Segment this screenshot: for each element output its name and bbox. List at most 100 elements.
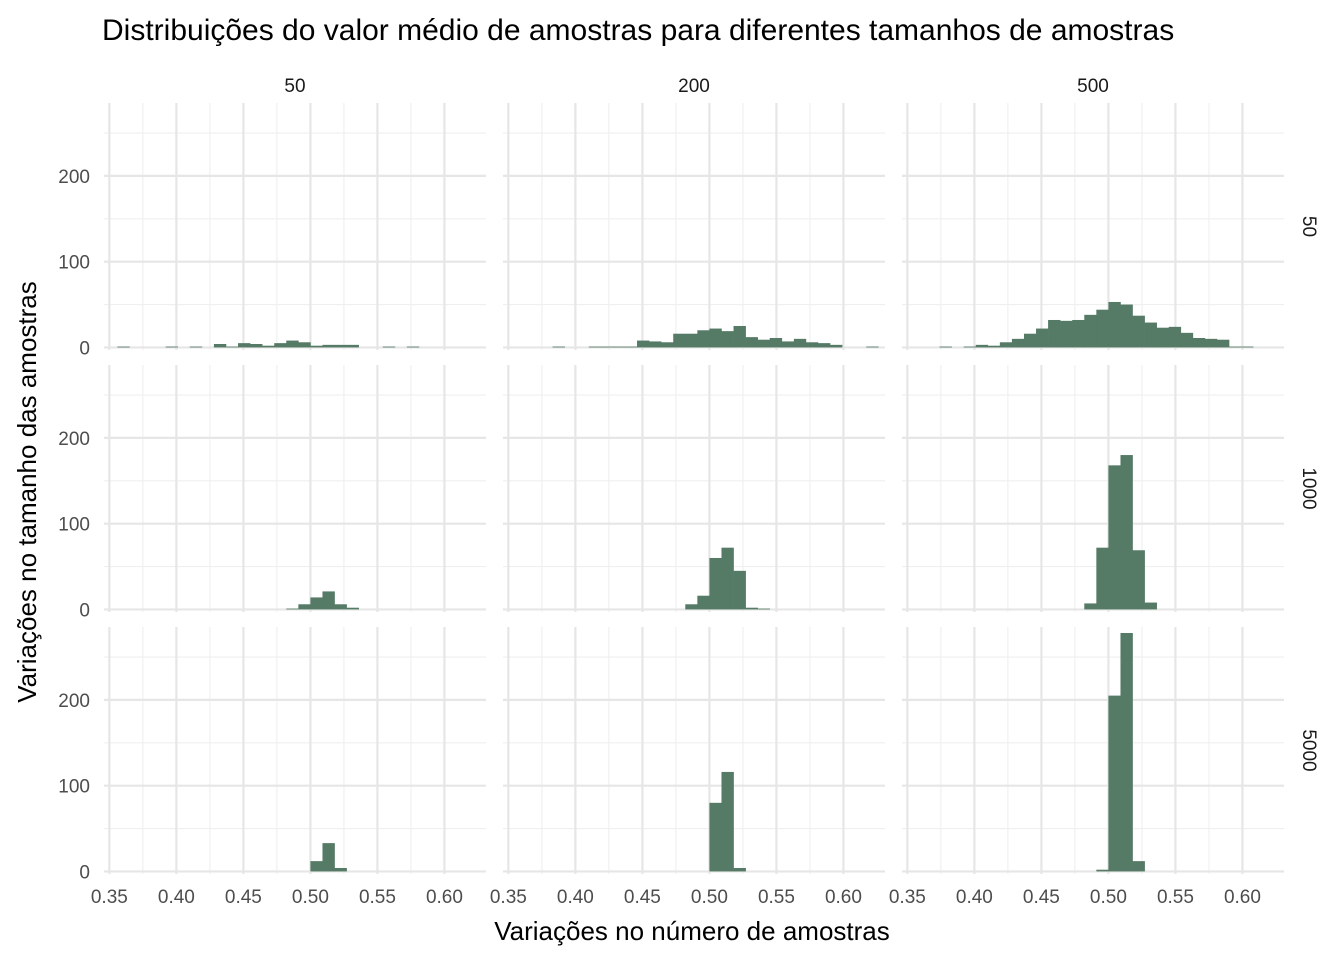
- x-tick-label: 0.45: [225, 887, 262, 908]
- facet-panel: 200: [503, 76, 885, 350]
- histogram-bar: [1096, 869, 1109, 872]
- histogram-bar: [213, 343, 227, 348]
- histogram-bar: [346, 344, 359, 348]
- x-tick-label: 0.55: [758, 887, 795, 908]
- y-axis-title: Variações no tamanho das amostras: [12, 281, 42, 703]
- histogram-bar: [624, 346, 638, 348]
- histogram-bar: [334, 604, 347, 610]
- histogram-bar: [117, 346, 130, 348]
- histogram-bar: [987, 345, 1001, 348]
- histogram-bar: [745, 607, 758, 610]
- histogram-bar: [805, 342, 819, 348]
- histogram-bar: [322, 344, 335, 348]
- histogram-bar: [673, 333, 686, 348]
- histogram-bar: [1096, 309, 1109, 348]
- histogram-bar: [733, 325, 746, 348]
- histogram-bar: [334, 344, 347, 348]
- histogram-bar: [975, 344, 989, 348]
- histogram-bar: [1192, 337, 1206, 348]
- histogram-bar: [274, 343, 287, 348]
- histogram-bar: [1144, 602, 1157, 610]
- facet-panel: 0.35 0.40 0.45 0.50 0.55 0.60 5000: [889, 627, 1319, 908]
- y-tick-label: 200: [58, 691, 90, 712]
- histogram-bar: [1084, 603, 1097, 610]
- histogram-bar: [1120, 304, 1133, 348]
- x-axis-title: Variações no número de amostras: [494, 916, 890, 946]
- y-tick-label: 100: [58, 777, 90, 798]
- y-tick-label: 100: [58, 515, 90, 536]
- histogram-bar: [250, 343, 263, 348]
- facet-panel: 0.35 0.40 0.45 0.50 0.55 0.60: [490, 627, 885, 908]
- x-tick-label: 0.40: [956, 887, 993, 908]
- histogram-bar: [382, 346, 396, 348]
- histogram-bar: [939, 346, 952, 348]
- y-tick-label: 0: [79, 862, 90, 883]
- x-tick-label: 0.40: [158, 887, 195, 908]
- histogram-bar: [793, 338, 807, 348]
- histogram-bar: [1132, 315, 1145, 348]
- column-strip-label: 50: [284, 76, 305, 97]
- histogram-bar: [310, 345, 323, 348]
- x-tick-label: 0.50: [292, 887, 329, 908]
- histogram-bar: [999, 342, 1013, 348]
- histogram-bar: [745, 337, 758, 348]
- facet-panel: [503, 365, 885, 612]
- histogram-bar: [1168, 326, 1182, 348]
- histogram-bar: [1120, 455, 1133, 610]
- histogram-bar: [1216, 339, 1230, 348]
- histogram-bar: [322, 591, 335, 610]
- histogram-bar: [286, 608, 299, 610]
- histogram-bar: [733, 867, 746, 872]
- column-strip-label: 200: [678, 76, 710, 97]
- y-tick-label: 200: [58, 167, 90, 188]
- x-tick-label: 0.55: [1157, 887, 1194, 908]
- histogram-bar: [1048, 319, 1061, 348]
- histogram-bar: [709, 802, 722, 872]
- x-tick-label: 0.60: [825, 887, 862, 908]
- histogram-bar: [286, 340, 299, 348]
- histogram-bar: [1072, 319, 1085, 348]
- x-tick-label: 0.55: [359, 887, 396, 908]
- histogram-bar: [612, 346, 626, 348]
- histogram-bar: [334, 867, 347, 872]
- y-tick-label: 0: [79, 338, 90, 359]
- x-tick-label: 0.35: [889, 887, 926, 908]
- facet-panel: 1000: [902, 365, 1319, 612]
- histogram-bar: [830, 344, 843, 348]
- histogram-bar: [588, 346, 602, 348]
- histogram-bar: [1132, 861, 1145, 872]
- histogram-bar: [189, 346, 203, 348]
- histogram-bar: [238, 343, 251, 348]
- histogram-bar: [721, 331, 734, 348]
- chart-title: Distribuições do valor médio de amostras…: [102, 14, 1174, 47]
- histogram-bar: [310, 597, 323, 610]
- histogram-bar: [346, 607, 359, 610]
- histogram-bar: [1229, 346, 1242, 348]
- histogram-bar: [709, 328, 722, 348]
- histogram-bar: [298, 604, 311, 610]
- histogram-bar: [406, 346, 420, 348]
- histogram-bar: [757, 339, 771, 348]
- histogram-bar: [1156, 327, 1170, 348]
- x-tick-label: 0.50: [691, 887, 728, 908]
- histogram-bar: [225, 346, 239, 348]
- histogram-bar: [1060, 320, 1073, 348]
- histogram-bar: [649, 341, 662, 348]
- histogram-bar: [709, 557, 722, 610]
- histogram-bar: [298, 342, 311, 348]
- histogram-bar: [262, 345, 275, 348]
- histogram-bar: [1084, 314, 1097, 348]
- histogram-bar: [697, 330, 710, 348]
- histogram-bar: [781, 341, 795, 348]
- facet-panel: 0 100 200 50: [58, 76, 486, 359]
- histogram-bar: [661, 342, 674, 348]
- facet-panel: 0 100 200: [58, 365, 486, 621]
- y-tick-label: 200: [58, 429, 90, 450]
- histogram-bar: [757, 608, 771, 610]
- histogram-bar: [697, 595, 710, 610]
- x-tick-label: 0.50: [1090, 887, 1127, 908]
- y-tick-label: 0: [79, 600, 90, 621]
- histogram-bar: [963, 346, 977, 348]
- histogram-bar: [1120, 633, 1133, 872]
